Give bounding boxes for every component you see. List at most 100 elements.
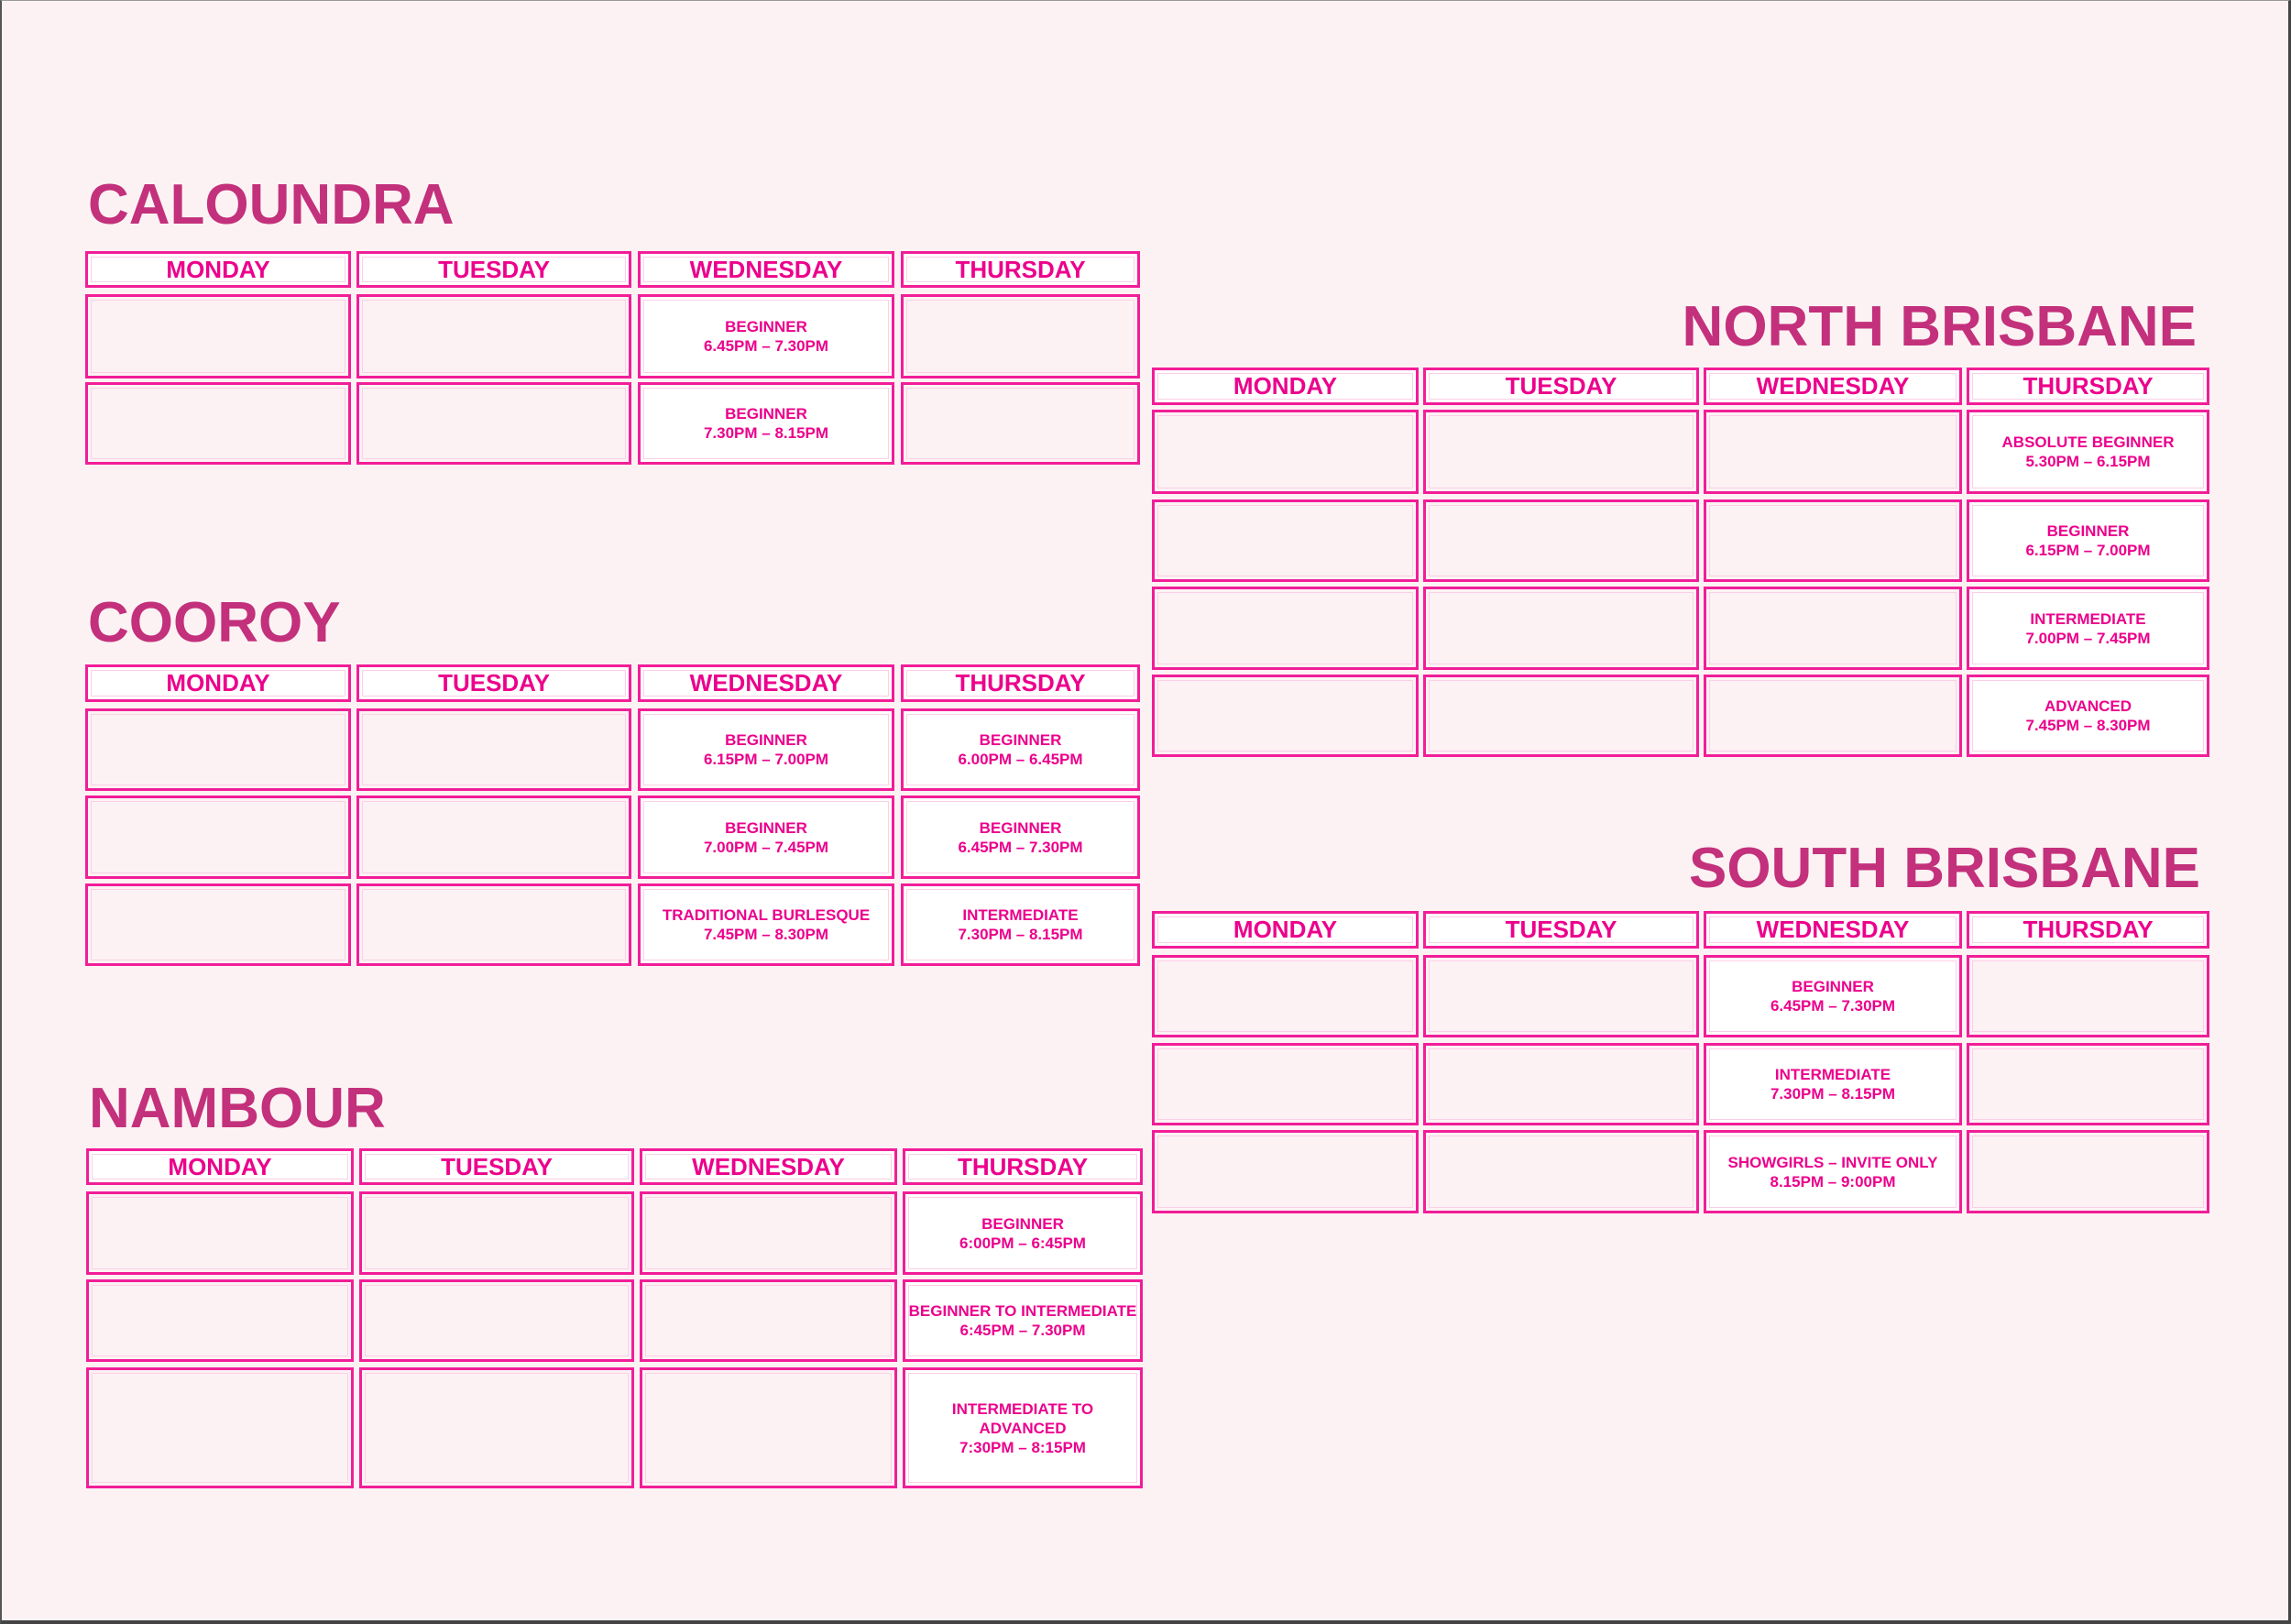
day-header-wednesday: WEDNESDAY [1704, 911, 1962, 949]
day-header-tuesday: TUESDAY [359, 1148, 634, 1185]
class-name: BEGINNER [979, 731, 1062, 749]
day-header-monday: MONDAY [85, 664, 351, 702]
class-slot: BEGINNER 6.45PM – 7.30PM [638, 294, 894, 379]
class-name: TRADITIONAL BURLESQUE [662, 906, 871, 924]
day-header-wednesday: WEDNESDAY [638, 664, 894, 702]
day-header-tuesday: TUESDAY [1423, 368, 1699, 405]
class-name: SHOWGIRLS – INVITE ONLY [1727, 1153, 1938, 1171]
day-header-monday: MONDAY [1152, 368, 1419, 405]
class-slot: BEGINNER 7.30PM – 8.15PM [638, 382, 894, 465]
class-time: 6:00PM – 6:45PM [959, 1234, 1086, 1252]
day-header-monday: MONDAY [85, 251, 351, 288]
empty-slot [901, 382, 1140, 465]
class-slot: BEGINNER 6.15PM – 7.00PM [638, 708, 894, 791]
empty-slot [356, 294, 631, 379]
class-time: 6.45PM – 7.30PM [703, 337, 829, 355]
empty-slot [1423, 410, 1699, 494]
empty-slot [1152, 587, 1419, 670]
class-slot: BEGINNER 6:00PM – 6:45PM [903, 1191, 1143, 1275]
class-name: BEGINNER [725, 405, 807, 422]
class-time: 6:45PM – 7.30PM [959, 1322, 1086, 1339]
day-header-tuesday: TUESDAY [356, 251, 631, 288]
class-slot: BEGINNER 6.00PM – 6.45PM [901, 708, 1140, 791]
day-header-monday: MONDAY [86, 1148, 354, 1185]
day-header-wednesday: WEDNESDAY [640, 1148, 897, 1185]
class-slot: INTERMEDIATE TO ADVANCED 7:30PM – 8:15PM [903, 1367, 1143, 1488]
empty-slot [1704, 410, 1962, 494]
class-time: 7.45PM – 8.30PM [703, 926, 829, 943]
empty-slot [85, 883, 351, 966]
location-title: CALOUNDRA [88, 173, 455, 236]
class-slot: BEGINNER 6.45PM – 7.30PM [1704, 955, 1962, 1037]
empty-slot [356, 883, 631, 966]
empty-slot [1423, 1043, 1699, 1125]
day-header-tuesday: TUESDAY [1423, 911, 1699, 949]
class-time: 7.30PM – 8.15PM [958, 926, 1083, 943]
class-slot: ADVANCED 7.45PM – 8.30PM [1967, 675, 2209, 757]
empty-slot [640, 1191, 897, 1275]
class-name: ADVANCED [2044, 697, 2132, 715]
empty-slot [1704, 499, 1962, 582]
empty-slot [640, 1367, 897, 1488]
class-name: BEGINNER [2046, 522, 2130, 540]
class-time: 7.00PM – 7.45PM [2025, 629, 2151, 647]
empty-slot [86, 1279, 354, 1362]
class-slot: BEGINNER 7.00PM – 7.45PM [638, 796, 894, 879]
empty-slot [1152, 675, 1419, 757]
class-name: INTERMEDIATE TO ADVANCED [951, 1399, 1094, 1437]
class-time: 7.45PM – 8.30PM [2025, 717, 2151, 734]
day-header-thursday: THURSDAY [901, 251, 1140, 288]
class-name: BEGINNER [981, 1214, 1064, 1233]
empty-slot [85, 382, 351, 465]
class-time: 7.00PM – 7.45PM [703, 838, 829, 856]
empty-slot [1152, 955, 1419, 1037]
empty-slot [356, 382, 631, 465]
class-time: 6.15PM – 7.00PM [703, 751, 829, 768]
day-header-wednesday: WEDNESDAY [638, 251, 894, 288]
class-time: 8.15PM – 9:00PM [1770, 1172, 1896, 1191]
empty-slot [86, 1191, 354, 1275]
day-header-thursday: THURSDAY [903, 1148, 1143, 1185]
class-slot: ABSOLUTE BEGINNER 5.30PM – 6.15PM [1967, 410, 2209, 494]
empty-slot [356, 796, 631, 879]
location-title: NORTH BRISBANE [1682, 295, 2197, 358]
empty-slot [1967, 1043, 2209, 1125]
class-slot: BEGINNER TO INTERMEDIATE 6:45PM – 7.30PM [903, 1279, 1143, 1362]
empty-slot [1704, 587, 1962, 670]
empty-slot [1423, 675, 1699, 757]
class-time: 6.45PM – 7.30PM [1770, 997, 1896, 1015]
day-header-thursday: THURSDAY [1967, 911, 2209, 949]
empty-slot [85, 796, 351, 879]
class-time: 7:30PM – 8:15PM [959, 1438, 1086, 1456]
class-time: 6.00PM – 6.45PM [958, 751, 1083, 768]
class-name: BEGINNER [725, 731, 807, 749]
empty-slot [1152, 410, 1419, 494]
class-slot: TRADITIONAL BURLESQUE 7.45PM – 8.30PM [638, 883, 894, 966]
location-title: SOUTH BRISBANE [1688, 837, 2200, 900]
class-time: 6.15PM – 7.00PM [2025, 542, 2151, 559]
empty-slot [1967, 955, 2209, 1037]
class-slot: INTERMEDIATE 7.30PM – 8.15PM [901, 883, 1140, 966]
class-slot: SHOWGIRLS – INVITE ONLY 8.15PM – 9:00PM [1704, 1130, 1962, 1213]
empty-slot [359, 1191, 634, 1275]
class-name: INTERMEDIATE [2030, 609, 2146, 628]
class-time: 7.30PM – 8.15PM [703, 424, 829, 442]
class-time: 6.45PM – 7.30PM [958, 838, 1083, 856]
empty-slot [85, 708, 351, 791]
class-slot: INTERMEDIATE 7.30PM – 8.15PM [1704, 1043, 1962, 1125]
class-time: 5.30PM – 6.15PM [2025, 453, 2151, 470]
class-name: INTERMEDIATE [962, 906, 1079, 924]
empty-slot [359, 1367, 634, 1488]
empty-slot [1704, 675, 1962, 757]
empty-slot [85, 294, 351, 379]
class-slot: BEGINNER 6.45PM – 7.30PM [901, 796, 1140, 879]
day-header-monday: MONDAY [1152, 911, 1419, 949]
empty-slot [1423, 499, 1699, 582]
empty-slot [1152, 1043, 1419, 1125]
empty-slot [359, 1279, 634, 1362]
class-name: ABSOLUTE BEGINNER [2001, 433, 2175, 451]
class-name: INTERMEDIATE [1774, 1066, 1891, 1083]
empty-slot [86, 1367, 354, 1488]
class-slot: BEGINNER 6.15PM – 7.00PM [1967, 499, 2209, 582]
empty-slot [1152, 499, 1419, 582]
